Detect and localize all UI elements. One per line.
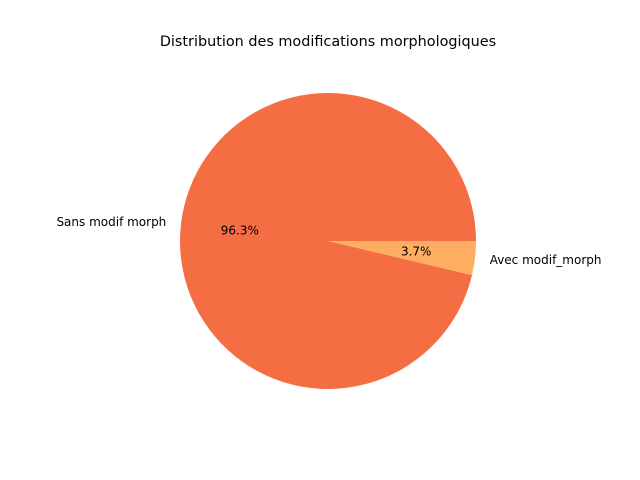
- slice-label-2: Avec modif_morph: [490, 253, 602, 267]
- slice-label-1: Sans modif morph: [56, 215, 166, 229]
- percent-label-2: 3.7%: [401, 244, 432, 258]
- chart-title: Distribution des modifications morpholog…: [159, 34, 497, 50]
- pie-slice-2: [328, 241, 476, 276]
- percent-label-1: 96.3%: [221, 224, 259, 238]
- pie-slice-1: [179, 93, 476, 390]
